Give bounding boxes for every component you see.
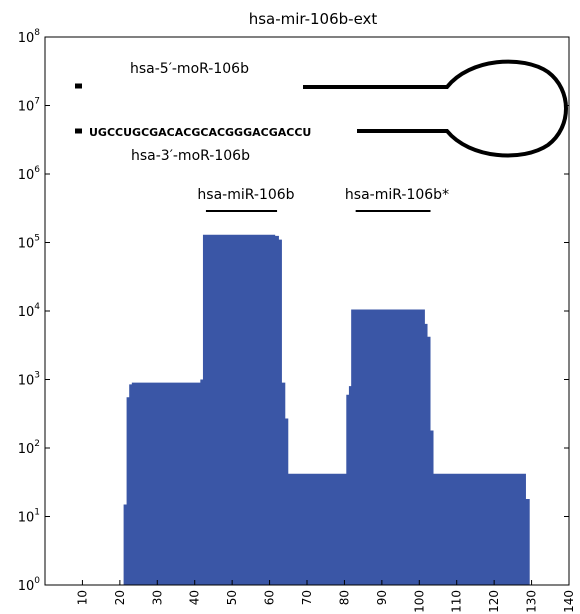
- hairpin-loop: [303, 59, 568, 158]
- x-tick-label: 20: [113, 590, 127, 605]
- read-coverage-area: [123, 234, 530, 585]
- y-tick-label: 101: [18, 508, 40, 526]
- x-tick-label: 60: [263, 590, 277, 605]
- y-tick-label: 108: [18, 28, 41, 46]
- y-tick-label: 100: [18, 576, 41, 594]
- x-tick-label: 130: [525, 590, 539, 613]
- y-axis-ticks: 100 101 102 103 104 105 106 107 108: [18, 28, 569, 594]
- moR-5p-label: hsa-5′-moR-106b: [130, 61, 249, 77]
- x-tick-label: 140: [562, 590, 576, 613]
- mature-5p-label: hsa-miR-106b: [197, 187, 294, 203]
- y-tick-label: 107: [18, 97, 40, 115]
- x-tick-label: 120: [487, 590, 501, 613]
- precursor-sequence: UGCCUGCGACACGCACGGGACGACCU: [89, 126, 311, 139]
- x-tick-label: 80: [337, 590, 351, 605]
- x-tick-label: 90: [375, 590, 389, 605]
- y-tick-label: 105: [18, 234, 40, 252]
- x-tick-label: 40: [188, 590, 202, 605]
- x-tick-label: 10: [75, 590, 89, 605]
- mature-3p-label: hsa-miR-106b*: [345, 187, 449, 203]
- mature-annotations: hsa-miR-106b hsa-miR-106b*: [197, 187, 449, 212]
- y-tick-label: 106: [18, 165, 41, 183]
- chart-title: hsa-mir-106b-ext: [249, 10, 378, 28]
- x-tick-label: 110: [450, 590, 464, 613]
- x-tick-label: 70: [300, 590, 314, 605]
- x-axis-ticks: 10 20 30 40 50 60 70 80 90 100 110 120 130 140: [75, 580, 576, 613]
- y-tick-label: 102: [18, 439, 40, 457]
- y-tick-label: 104: [18, 302, 41, 320]
- x-tick-label: 50: [225, 590, 239, 605]
- x-tick-label: 30: [150, 590, 164, 605]
- x-tick-label: 100: [412, 590, 426, 613]
- area-layer: [123, 234, 530, 585]
- precursor-hairpin-diagram: hsa-5′-moR-106b UGCCUGCGACACGCACGGGACGAC…: [75, 59, 568, 164]
- moR-3p-label: hsa-3′-moR-106b: [131, 148, 250, 164]
- y-tick-label: 103: [18, 371, 40, 389]
